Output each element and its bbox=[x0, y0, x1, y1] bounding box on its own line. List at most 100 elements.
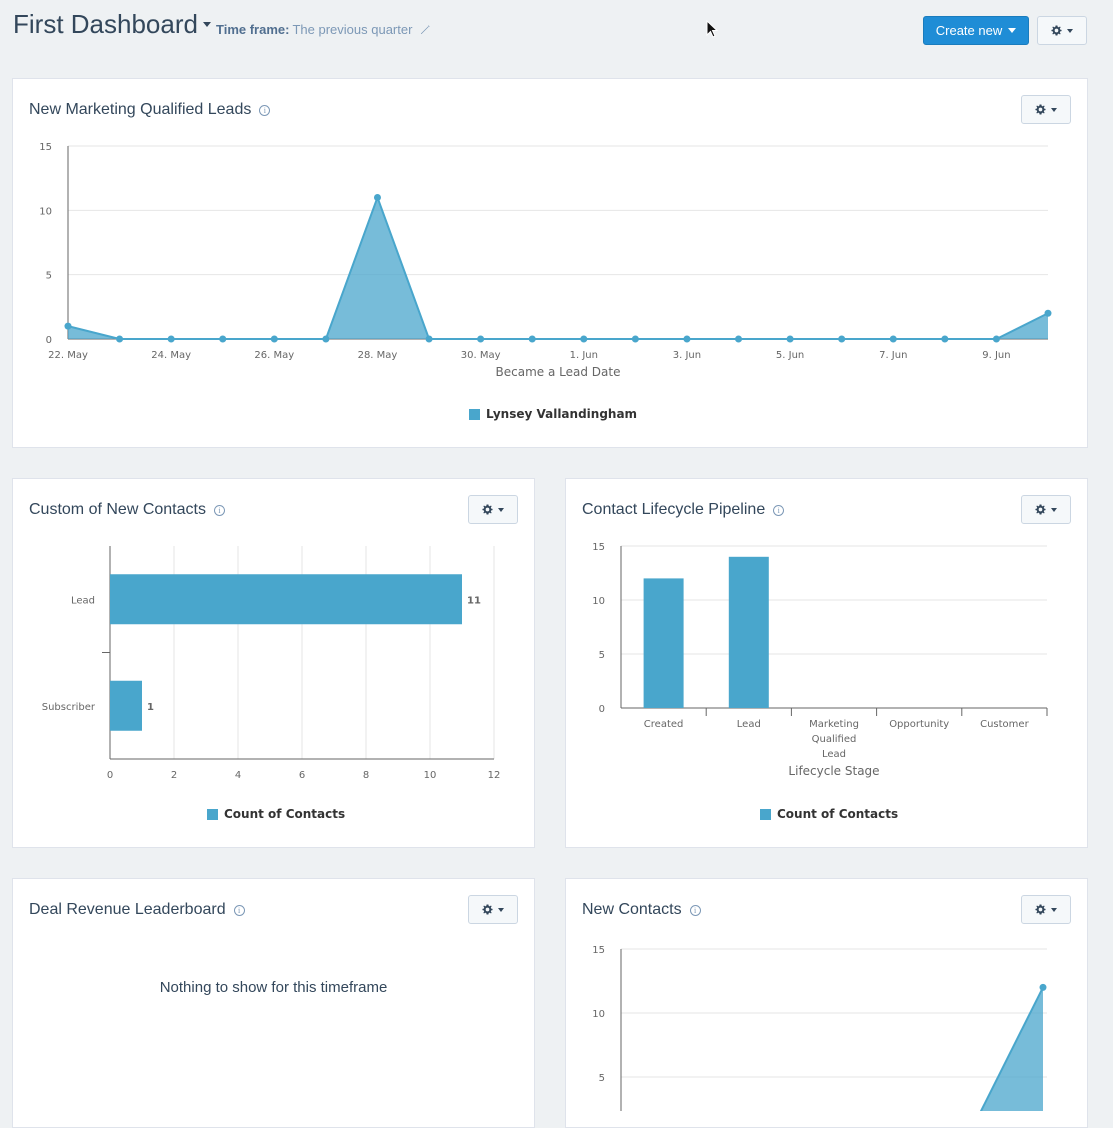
data-point bbox=[631, 335, 639, 343]
chevron-down-icon bbox=[1051, 507, 1057, 512]
x-tick-label: 24. May bbox=[151, 350, 191, 361]
data-point bbox=[528, 335, 536, 343]
data-point bbox=[1039, 983, 1047, 991]
chevron-down-icon bbox=[202, 22, 211, 27]
y-tick-label: 15 bbox=[39, 142, 52, 153]
y-tick-label: Subscriber bbox=[42, 702, 96, 713]
panel-new-contacts: New Contacts i 5 10 15 bbox=[565, 878, 1088, 1128]
y-tick-label: 0 bbox=[599, 704, 605, 715]
dashboard-settings-button[interactable] bbox=[1037, 16, 1087, 45]
empty-state-message: Nothing to show for this timeframe bbox=[159, 979, 388, 996]
chevron-down-icon bbox=[498, 507, 504, 512]
gear-icon bbox=[482, 904, 493, 915]
pencil-icon[interactable] bbox=[419, 24, 431, 36]
panel-settings-button[interactable] bbox=[1021, 95, 1071, 124]
panel-settings-button[interactable] bbox=[468, 895, 518, 924]
bar bbox=[110, 680, 142, 731]
legend-swatch bbox=[469, 408, 480, 420]
x-axis-title: Lifecycle Stage bbox=[788, 764, 879, 778]
y-tick-label: 5 bbox=[599, 650, 605, 661]
chevron-down-icon bbox=[1051, 907, 1057, 912]
x-tick-label: 26. May bbox=[254, 350, 294, 361]
panel-deal-revenue-leaderboard: Deal Revenue Leaderboard i Nothing to sh… bbox=[12, 878, 535, 1128]
chart-legend[interactable]: Count of Contacts bbox=[760, 807, 898, 821]
chevron-down-icon bbox=[1067, 28, 1073, 33]
dashboard-title-text: First Dashboard bbox=[13, 9, 198, 39]
timeframe[interactable]: Time frame: The previous quarter bbox=[216, 22, 431, 37]
chevron-down-icon bbox=[1008, 28, 1017, 33]
y-tick-label: 10 bbox=[39, 206, 52, 217]
data-point bbox=[219, 335, 227, 343]
data-point bbox=[322, 335, 330, 343]
info-icon[interactable]: i bbox=[689, 904, 701, 916]
x-tick-label: Created bbox=[644, 719, 684, 730]
data-point bbox=[270, 335, 278, 343]
series-area bbox=[68, 197, 1048, 339]
lifecycle-bar-chart: 0 5 10 15 Created Lead Marketing Qualified Lead O… bbox=[592, 542, 1048, 778]
panel-custom-new-contacts: Custom of New Contacts i 0 2 4 6 8 10 12 Lead 11… bbox=[12, 478, 535, 848]
chart-legend[interactable]: Count of Contacts bbox=[207, 807, 345, 821]
legend-label: Lynsey Vallandingham bbox=[486, 407, 638, 421]
x-tick-label: Opportunity bbox=[889, 719, 949, 730]
x-tick-label: 7. Jun bbox=[879, 350, 907, 361]
x-tick-label: Lead bbox=[737, 719, 761, 730]
panel-title-text: New Contacts bbox=[582, 901, 682, 918]
x-tick-label-line: Marketing bbox=[809, 719, 859, 730]
legend-label: Count of Contacts bbox=[224, 807, 346, 821]
data-point bbox=[786, 335, 794, 343]
info-icon[interactable]: i bbox=[259, 104, 271, 116]
new-contacts-area-chart: 5 10 15 bbox=[592, 945, 1047, 1111]
data-point bbox=[941, 335, 949, 343]
panel-title-text: Deal Revenue Leaderboard bbox=[29, 901, 226, 918]
y-tick-label: 0 bbox=[46, 335, 52, 346]
gear-icon bbox=[1051, 25, 1062, 36]
data-point bbox=[477, 335, 485, 343]
mouse-cursor-icon bbox=[706, 20, 718, 38]
panel-title: Custom of New Contacts i bbox=[29, 501, 225, 519]
data-point bbox=[425, 335, 433, 343]
y-tick-label: 15 bbox=[592, 542, 605, 553]
x-tick-label: Customer bbox=[980, 719, 1029, 730]
data-label: 11 bbox=[467, 595, 481, 606]
x-tick-label: Marketing Qualified Lead bbox=[809, 719, 859, 760]
data-point bbox=[838, 335, 846, 343]
bar bbox=[110, 574, 462, 625]
panel-settings-button[interactable] bbox=[468, 495, 518, 524]
series-line bbox=[979, 986, 1044, 1111]
chart-legend[interactable]: Lynsey Vallandingham bbox=[469, 407, 637, 421]
panel-settings-button[interactable] bbox=[1021, 495, 1071, 524]
custom-contacts-bar-chart: 0 2 4 6 8 10 12 Lead 11 Subscriber 1 bbox=[42, 546, 501, 781]
data-label: 1 bbox=[147, 702, 154, 713]
panel-new-mql: New Marketing Qualified Leads i 0 5 10 15 22… bbox=[12, 78, 1088, 448]
data-point bbox=[992, 335, 1000, 343]
x-axis-title: Became a Lead Date bbox=[496, 365, 621, 379]
data-point bbox=[64, 322, 72, 330]
panel-title-text: Contact Lifecycle Pipeline bbox=[582, 501, 766, 518]
data-point bbox=[1044, 309, 1052, 317]
x-tick-label: 1. Jun bbox=[570, 350, 598, 361]
panel-title-text: Custom of New Contacts bbox=[29, 501, 206, 518]
y-tick-label: 15 bbox=[592, 945, 605, 956]
data-point bbox=[167, 335, 175, 343]
data-point bbox=[735, 335, 743, 343]
gear-icon bbox=[1035, 104, 1046, 115]
timeframe-label: Time frame: bbox=[216, 22, 290, 37]
info-icon[interactable]: i bbox=[773, 504, 785, 516]
panel-title: New Contacts i bbox=[582, 901, 701, 919]
panel-lifecycle-pipeline: Contact Lifecycle Pipeline i 0 5 10 15 Creat… bbox=[565, 478, 1088, 848]
create-new-button[interactable]: Create new bbox=[923, 16, 1029, 45]
mql-area-chart: 0 5 10 15 22. May 24. May 26. May 28. May 30. Ma… bbox=[39, 142, 1052, 379]
x-tick-label: 12 bbox=[488, 770, 501, 781]
dashboard-title[interactable]: First Dashboard bbox=[13, 9, 211, 40]
panel-settings-button[interactable] bbox=[1021, 895, 1071, 924]
x-tick-label: 4 bbox=[235, 770, 241, 781]
x-tick-label: 3. Jun bbox=[673, 350, 701, 361]
x-tick-label: 5. Jun bbox=[776, 350, 804, 361]
info-icon[interactable]: i bbox=[213, 504, 225, 516]
x-tick-label: 22. May bbox=[48, 350, 88, 361]
x-tick-label-line: Lead bbox=[822, 749, 846, 760]
series-line bbox=[67, 194, 1049, 340]
gear-icon bbox=[1035, 504, 1046, 515]
info-icon[interactable]: i bbox=[233, 904, 245, 916]
panel-title: Contact Lifecycle Pipeline i bbox=[582, 501, 785, 519]
